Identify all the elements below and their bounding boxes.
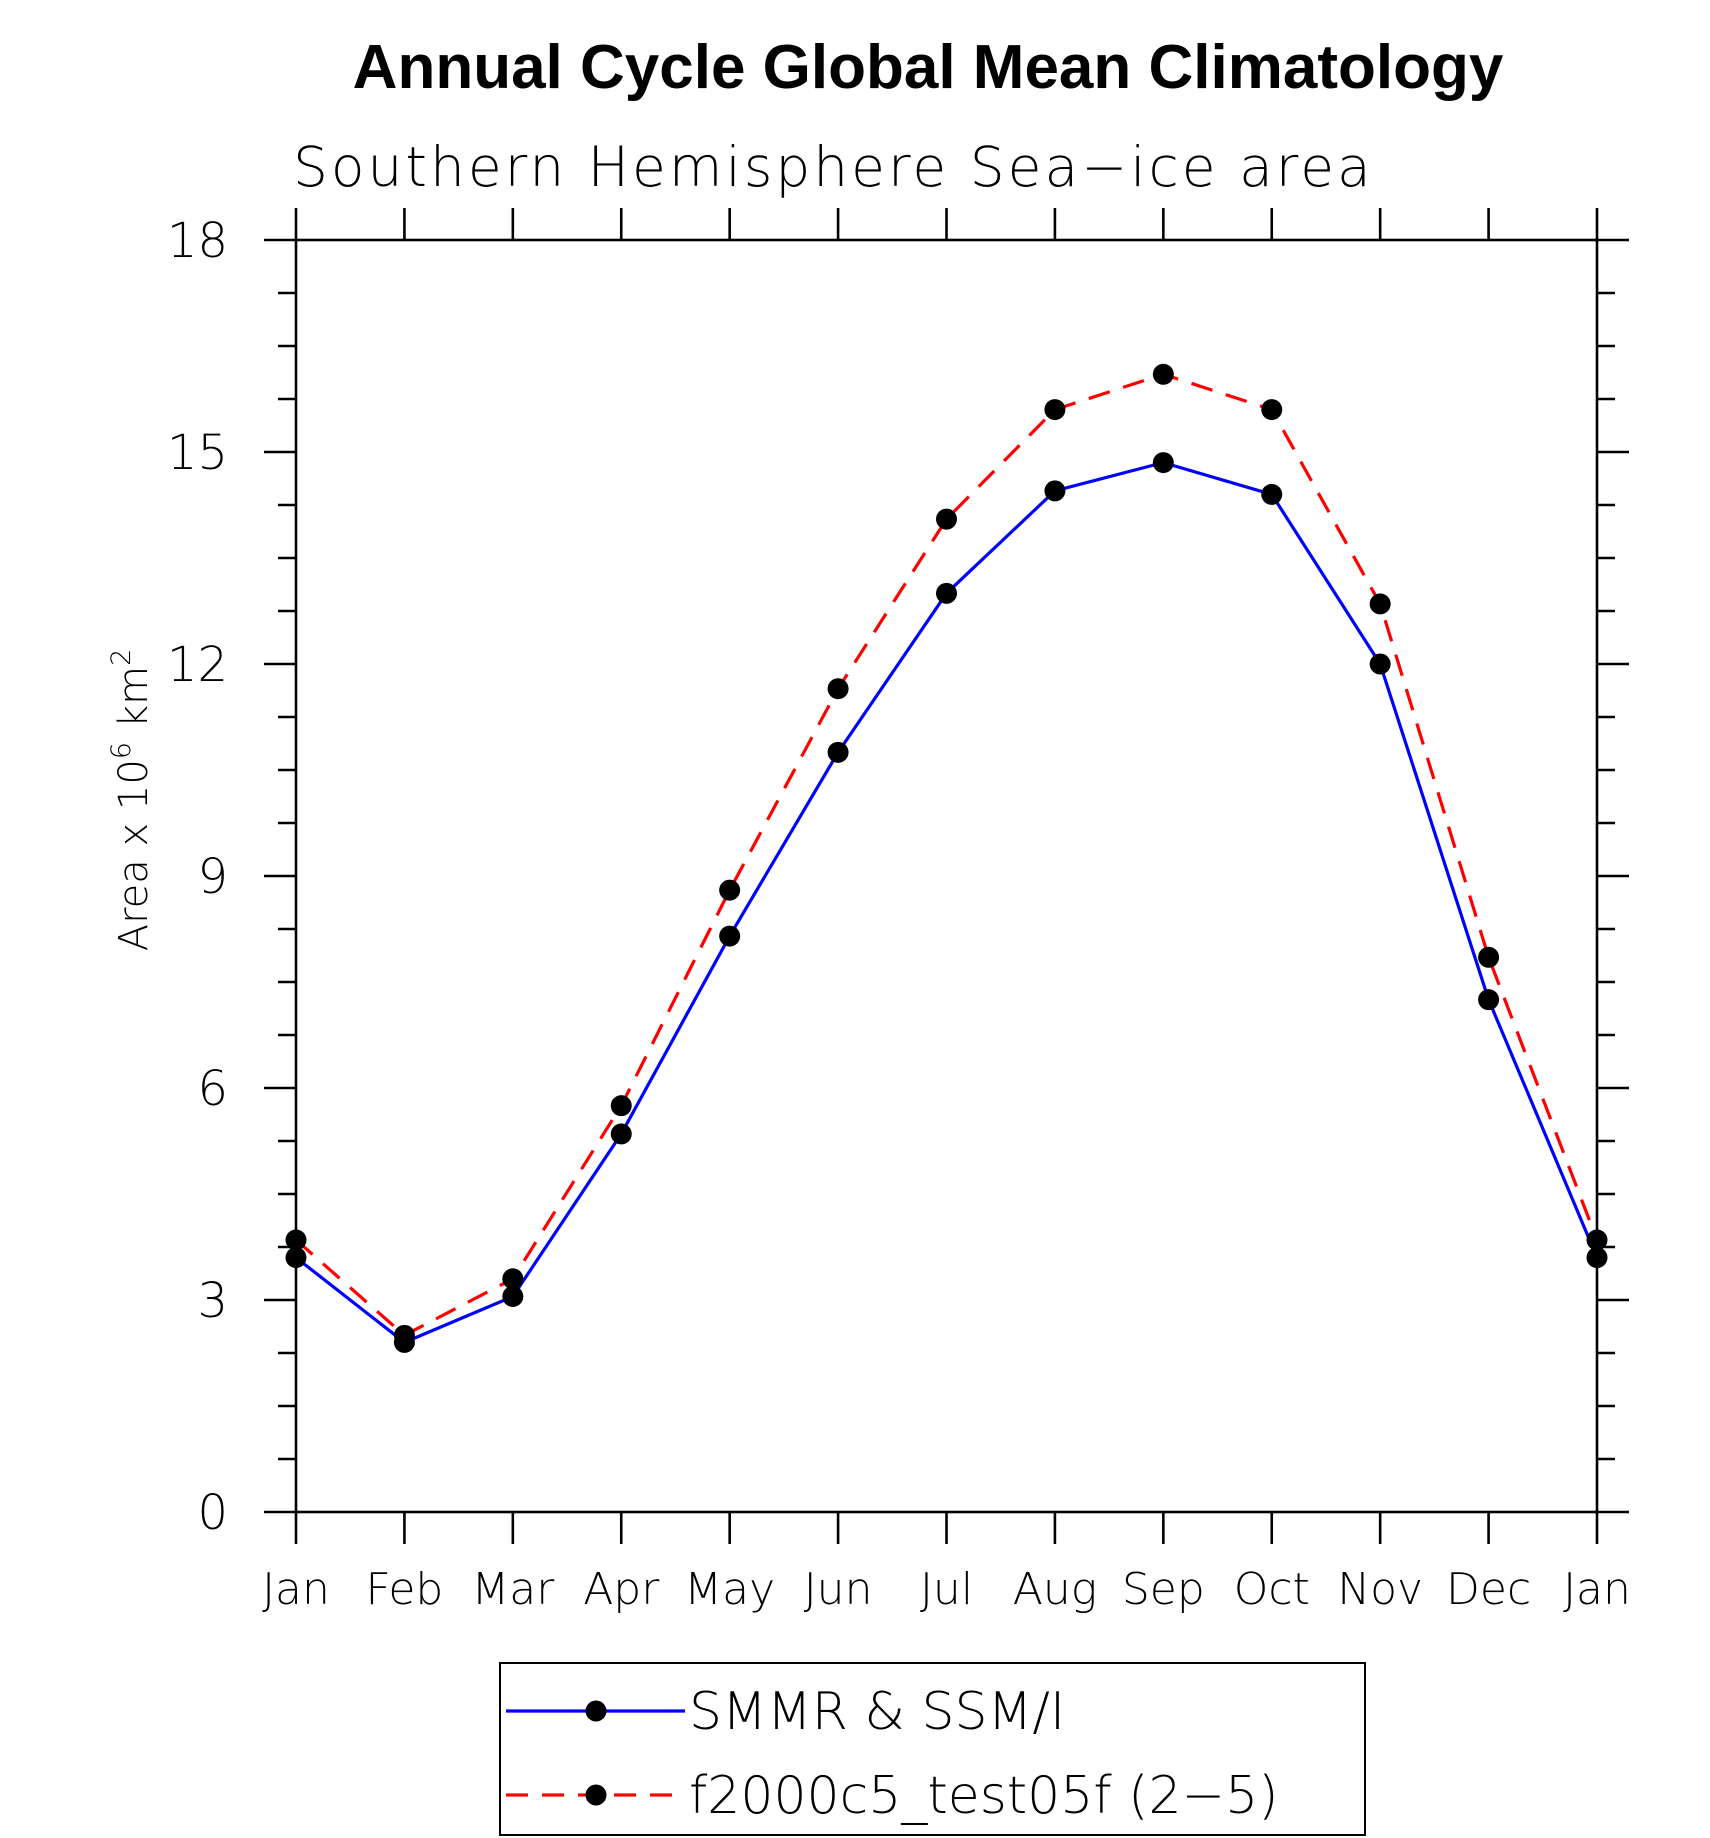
legend-marker-2 <box>585 1784 607 1806</box>
series-2-point <box>1044 399 1066 421</box>
y-axis-label-exp2: 2 <box>106 649 137 666</box>
x-tick-label: Jan <box>262 1564 330 1615</box>
x-tick-label: Mar <box>471 1564 555 1615</box>
series-1-point <box>1152 452 1174 474</box>
y-tick-label: 3 <box>197 1273 228 1329</box>
y-tick-label: 9 <box>197 849 228 905</box>
series-2-point <box>285 1229 307 1251</box>
x-tick-label: Nov <box>1337 1564 1423 1615</box>
legend-label-2: f2000c5_test05f (2−5) <box>689 1766 1279 1826</box>
y-axis-label-exp1: 6 <box>106 742 137 759</box>
x-tick-label: Jan <box>1563 1564 1631 1615</box>
series-2-point <box>1586 1229 1608 1251</box>
x-tick-label: Dec <box>1446 1564 1531 1615</box>
y-tick-label: 15 <box>167 425 228 481</box>
series-2-point <box>936 508 957 530</box>
y-tick-label: 18 <box>167 213 228 269</box>
x-tick-label: Jul <box>920 1564 973 1615</box>
axes-group <box>264 208 1629 1544</box>
x-tick-label: May <box>684 1564 775 1615</box>
x-tick-label: Aug <box>1013 1564 1097 1615</box>
chart-subtitle: Southern Hemisphere Sea−ice area <box>293 135 1374 199</box>
legend-label-1: SMMR & SSM/I <box>689 1682 1065 1742</box>
x-tick-label: Oct <box>1234 1564 1310 1615</box>
svg-text:Area x 106km2: Area x 106 km2 <box>106 649 157 952</box>
y-axis-label-base: Area x 10 <box>111 759 157 951</box>
series-2-point <box>719 879 741 901</box>
series-2-point <box>1152 363 1174 385</box>
series-1-point <box>1044 480 1066 502</box>
series-2-point <box>502 1268 524 1290</box>
series-2-point <box>393 1324 415 1346</box>
plot-frame <box>294 238 1599 1514</box>
y-tick-label: 0 <box>197 1485 228 1541</box>
series-2-point <box>827 678 849 700</box>
series-1-point <box>1261 483 1283 505</box>
x-tick-label: Feb <box>365 1564 443 1615</box>
y-axis-label: Area x 106 km2 <box>106 649 157 952</box>
chart-title: Annual Cycle Global Mean Climatology <box>353 33 1504 102</box>
series-2-point <box>1478 946 1500 968</box>
legend: SMMR & SSM/I f2000c5_test05f (2−5) <box>499 1662 1366 1836</box>
series-1-point <box>1478 989 1500 1011</box>
x-tick-label: Apr <box>583 1564 660 1615</box>
y-tick-label: 12 <box>167 637 228 693</box>
series-1-point <box>502 1285 524 1307</box>
series-2-point <box>610 1095 632 1117</box>
legend-frame <box>499 1662 1366 1836</box>
legend-marker-1 <box>585 1700 607 1722</box>
series-1-point <box>285 1247 307 1269</box>
series-2-point <box>1369 593 1391 615</box>
x-tick-label: Jun <box>804 1564 873 1615</box>
x-tick-label: Sep <box>1122 1564 1205 1615</box>
y-tick-label: 6 <box>197 1061 228 1117</box>
series-1-point <box>936 582 957 604</box>
y-axis-label-unit: km <box>111 666 157 728</box>
series-2-point <box>1261 399 1283 421</box>
series-1-point <box>1369 653 1391 675</box>
series-1-point <box>1586 1247 1608 1269</box>
series-1-point <box>827 741 849 763</box>
series-1-point <box>610 1123 632 1145</box>
series-1-point <box>719 925 741 947</box>
